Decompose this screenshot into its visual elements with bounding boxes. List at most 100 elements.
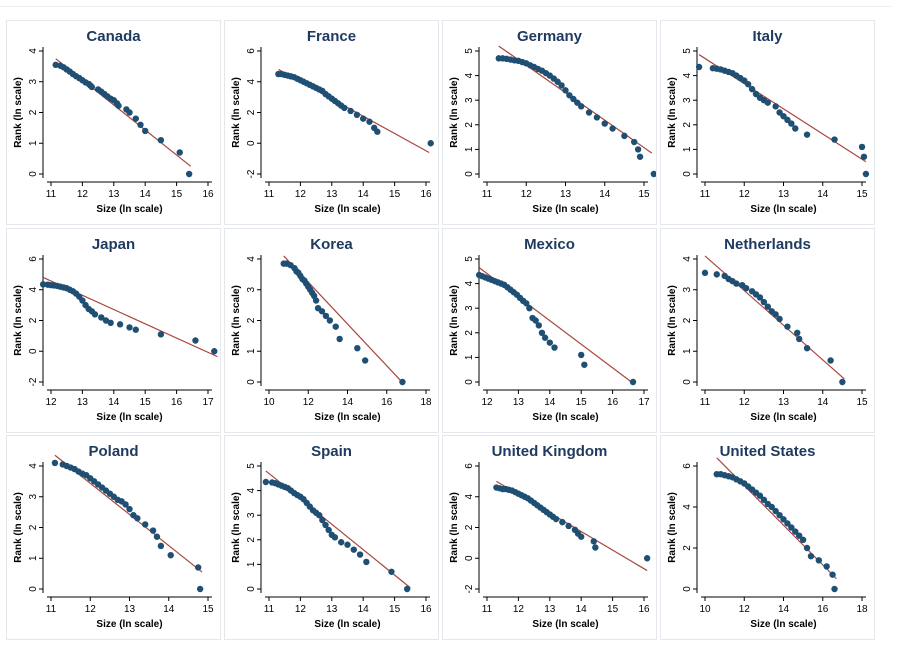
y-tick-label: 3 xyxy=(464,97,475,103)
data-point xyxy=(748,85,756,93)
x-tick-label: 16 xyxy=(638,604,650,615)
x-tick-label: 12 xyxy=(295,604,307,615)
x-tick-label: 13 xyxy=(544,604,556,615)
data-point xyxy=(839,378,846,386)
data-point xyxy=(565,522,572,530)
data-point xyxy=(792,125,799,132)
data-point xyxy=(79,297,86,304)
x-tick-label: 10 xyxy=(263,397,275,408)
data-point xyxy=(815,557,823,564)
data-point xyxy=(784,520,791,527)
y-tick-label: 4 xyxy=(682,72,693,78)
chart-panel: Mexico 0 1 2 3 4 5 12 13 14 15 16 17 Size (ln scale) R… xyxy=(442,228,657,433)
x-tick-label: 16 xyxy=(607,397,619,408)
x-tick-label: 14 xyxy=(817,397,829,408)
chart-title: Mexico xyxy=(524,236,575,253)
data-point xyxy=(764,99,771,106)
chart-svg: Japan -2 0 2 4 6 12 13 14 15 16 17 Size (ln scale) Ra… xyxy=(13,236,218,423)
data-point xyxy=(756,294,764,301)
x-tick-label: 12 xyxy=(85,604,97,615)
data-point xyxy=(325,526,332,534)
y-tick-label: 1 xyxy=(464,354,475,360)
chart-panel: United States 0 2 4 6 10 12 14 16 18 Size (ln scal… xyxy=(660,435,875,640)
x-tick-label: 16 xyxy=(381,397,393,408)
data-point xyxy=(803,544,811,552)
x-axis-label: Size (ln scale) xyxy=(750,619,816,630)
data-point xyxy=(630,138,638,146)
chart-panel: France -2 0 2 4 6 11 12 13 14 15 16 Size (ln scale) R… xyxy=(224,20,439,225)
y-tick-label: 3 xyxy=(246,287,257,293)
data-point xyxy=(636,153,644,160)
x-tick-label: 16 xyxy=(420,604,432,615)
data-point xyxy=(593,114,601,121)
y-tick-label: 1 xyxy=(28,140,39,146)
y-tick-label: 4 xyxy=(246,256,257,262)
data-point xyxy=(126,324,133,331)
data-point xyxy=(578,533,585,540)
data-point xyxy=(322,521,329,529)
chart-title: Italy xyxy=(752,28,783,45)
x-tick-label: 14 xyxy=(817,189,829,200)
y-tick-label: 6 xyxy=(246,48,257,54)
x-tick-label: 12 xyxy=(45,397,57,408)
data-point xyxy=(361,357,369,364)
y-tick-label: 2 xyxy=(28,109,39,115)
x-tick-label: 16 xyxy=(202,189,214,200)
chart-panel: Poland 0 1 2 3 4 11 12 13 14 15 Size (ln scale) Rank… xyxy=(6,435,221,640)
data-point xyxy=(552,515,560,523)
data-point xyxy=(803,131,811,138)
y-tick-label: 4 xyxy=(246,79,257,85)
x-tick-label: 15 xyxy=(607,604,619,615)
y-tick-label: 6 xyxy=(464,463,475,469)
data-point xyxy=(807,553,815,560)
x-tick-label: 13 xyxy=(778,189,790,200)
y-tick-label: 1 xyxy=(682,146,693,152)
y-tick-label: 5 xyxy=(464,48,475,54)
y-tick-label: 4 xyxy=(28,48,39,54)
data-point xyxy=(733,280,740,287)
chart-title: Spain xyxy=(311,443,352,460)
x-tick-label: 14 xyxy=(342,397,354,408)
x-tick-label: 16 xyxy=(817,604,829,615)
x-tick-label: 13 xyxy=(513,397,525,408)
y-tick-label: 0 xyxy=(464,171,475,177)
data-point xyxy=(796,532,803,539)
y-axis-label: Rank (ln scale) xyxy=(13,77,24,148)
data-point xyxy=(578,103,585,110)
data-point xyxy=(629,378,637,386)
y-tick-label: -2 xyxy=(464,584,475,593)
chart-panel: Netherlands 0 1 2 3 4 11 12 13 14 15 Size (ln scale… xyxy=(660,228,875,433)
chart-title: Japan xyxy=(92,236,135,253)
data-point xyxy=(796,335,803,343)
data-point xyxy=(792,528,799,535)
data-point xyxy=(760,496,768,504)
data-point xyxy=(776,315,783,323)
x-tick-label: 12 xyxy=(513,604,525,615)
data-point xyxy=(585,109,593,116)
x-axis-label: Size (ln scale) xyxy=(314,412,380,423)
data-point xyxy=(134,515,141,522)
data-point xyxy=(142,127,149,135)
data-point xyxy=(523,300,530,307)
x-tick-label: 12 xyxy=(481,397,493,408)
x-axis-label: Size (ln scale) xyxy=(750,204,816,215)
chart-panel: Canada 0 1 2 3 4 11 12 13 14 15 16 Size (ln scale) Ra… xyxy=(6,20,221,225)
y-tick-label: 0 xyxy=(28,348,39,354)
data-point xyxy=(823,563,830,570)
y-axis-label: Rank (ln scale) xyxy=(13,492,24,563)
y-tick-label: 0 xyxy=(682,586,693,592)
y-tick-label: 4 xyxy=(246,487,257,493)
data-point xyxy=(116,321,124,328)
y-tick-label: 1 xyxy=(682,348,693,354)
data-point xyxy=(153,533,161,540)
x-tick-label: 12 xyxy=(303,397,315,408)
data-point xyxy=(592,544,599,551)
y-tick-label: 3 xyxy=(682,287,693,293)
y-tick-label: 0 xyxy=(246,586,257,592)
chart-panel: Japan -2 0 2 4 6 12 13 14 15 16 17 Size (ln scale) Ra… xyxy=(6,228,221,433)
data-point xyxy=(831,585,838,593)
y-axis-label: Rank (ln scale) xyxy=(231,492,242,563)
data-point xyxy=(319,516,326,524)
